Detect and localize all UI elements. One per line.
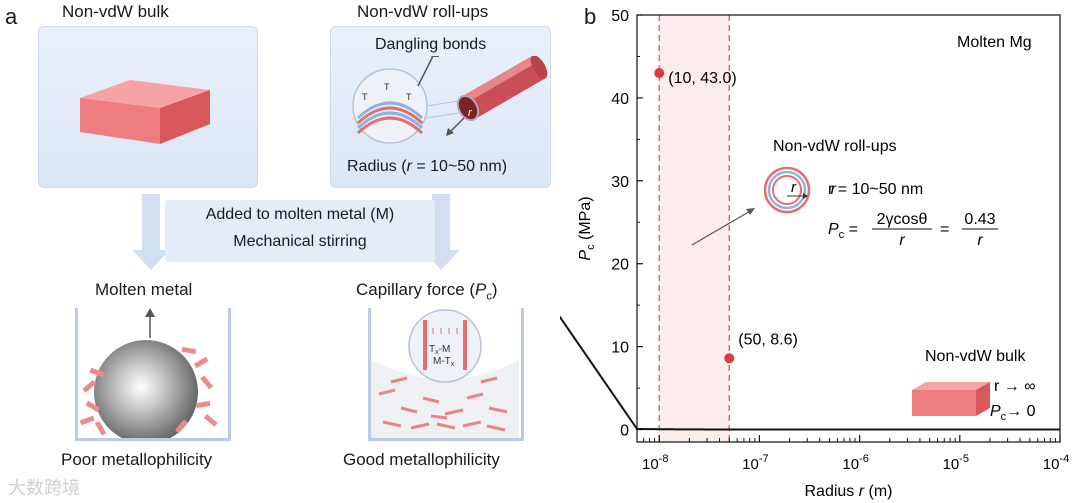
- right-beaker: [368, 308, 524, 441]
- surface-label-1: T: [362, 92, 368, 102]
- rollup-illustration: T T T r: [352, 56, 548, 144]
- coil-radius-label: r: [791, 179, 797, 196]
- y-tick-label-40: 40: [611, 91, 629, 108]
- magnifier-circle: [352, 68, 428, 144]
- svg-text:r: r: [899, 232, 905, 249]
- rollup-coil-icon: r: [763, 166, 811, 214]
- y-tick-label-0: 0: [620, 423, 629, 440]
- poor-metallophilicity-label: Poor metallophilicity: [61, 450, 213, 469]
- pc-curve: [560, 315, 1060, 431]
- good-metallophilicity-label: Good metallophilicity: [343, 450, 500, 469]
- panel-a-letter: a: [5, 4, 18, 29]
- radius-label: Radius (r = 10~50 nm): [347, 158, 508, 175]
- left-beaker-contents: [79, 308, 218, 438]
- bulk-annotation-title: Non-vdW bulk: [925, 348, 1026, 365]
- svg-text:=: =: [940, 221, 949, 238]
- y-axis-label: Pc (MPa): [577, 196, 597, 260]
- dangling-bonds-label: Dangling bonds: [375, 36, 487, 53]
- rollups-title: Non-vdW roll-ups: [357, 2, 489, 21]
- rollups-annotation-title: Non-vdW roll-ups: [773, 138, 897, 155]
- inset-line-2: M-Tx: [433, 356, 455, 368]
- x-tick-label-0: 10-8: [642, 453, 668, 473]
- x-axis-label: Radius r (m): [804, 483, 892, 500]
- svg-text:Pc =: Pc =: [828, 221, 858, 241]
- plot-frame: [636, 14, 1061, 443]
- svg-text:0.43: 0.43: [964, 211, 995, 228]
- y-tick-label-10: 10: [611, 340, 629, 357]
- bulk-block-icon: [912, 382, 990, 416]
- molten-mg-label: Molten Mg: [957, 34, 1032, 51]
- r-range-label: rr = 10~50 nm: [828, 181, 923, 198]
- rollups-pointer-arrow: [691, 209, 753, 246]
- left-beaker: [75, 308, 231, 441]
- inset-line-1: Tx-M: [429, 344, 450, 356]
- watermark: 大数跨境: [8, 478, 80, 498]
- right-beaker-contents: Tx-M M-Tx: [371, 309, 519, 438]
- pc-zero-label: Pc→ 0: [990, 403, 1036, 423]
- panel-b-letter: b: [584, 4, 597, 29]
- surface-label-2: T: [384, 82, 390, 92]
- pc-vs-radius-chart: (10, 43.0) (50, 8.6) 0 10 20 30 40 50 10-8 10-7 1…: [560, 8, 1069, 500]
- surface-label-3: T: [406, 92, 412, 102]
- bulk-block-illustration: [80, 80, 210, 144]
- svg-text:2γcosθ: 2γcosθ: [877, 211, 928, 228]
- capillary-force-label: Capillary force (Pc): [356, 280, 498, 303]
- pc-formula: Pc = 2γcosθ r = 0.43 r: [828, 211, 998, 249]
- y-tick-label-50: 50: [611, 8, 629, 25]
- x-tick-label-1: 10-7: [742, 453, 768, 473]
- process-line-2: Mechanical stirring: [233, 233, 367, 250]
- y-tick-label-30: 30: [611, 174, 629, 191]
- shaded-radius-range: [659, 15, 730, 442]
- x-tick-label-2: 10-6: [842, 453, 868, 473]
- molten-metal-ball: [94, 340, 198, 438]
- tube-radius-label: r: [468, 107, 473, 119]
- data-point-1: [654, 68, 665, 79]
- molten-metal-label: Molten metal: [95, 280, 193, 299]
- data-point-2: [724, 353, 735, 364]
- tube-illustration: [456, 56, 548, 122]
- process-arrows: [132, 194, 460, 270]
- x-tick-label-3: 10-5: [943, 453, 969, 473]
- process-banner: Added to molten metal (M) Mechanical sti…: [165, 200, 435, 262]
- y-tick-label-20: 20: [611, 257, 629, 274]
- bulk-title: Non-vdW bulk: [62, 2, 169, 21]
- svg-text:r: r: [977, 232, 983, 249]
- data-point-label-1: (10, 43.0): [668, 70, 736, 87]
- dangling-arrow: [417, 56, 434, 87]
- process-line-1: Added to molten metal (M): [205, 206, 395, 223]
- r-infinity-label: r → ∞: [994, 378, 1036, 395]
- data-point-label-2: (50, 8.6): [738, 331, 798, 348]
- x-tick-label-4: 10-4: [1043, 453, 1069, 473]
